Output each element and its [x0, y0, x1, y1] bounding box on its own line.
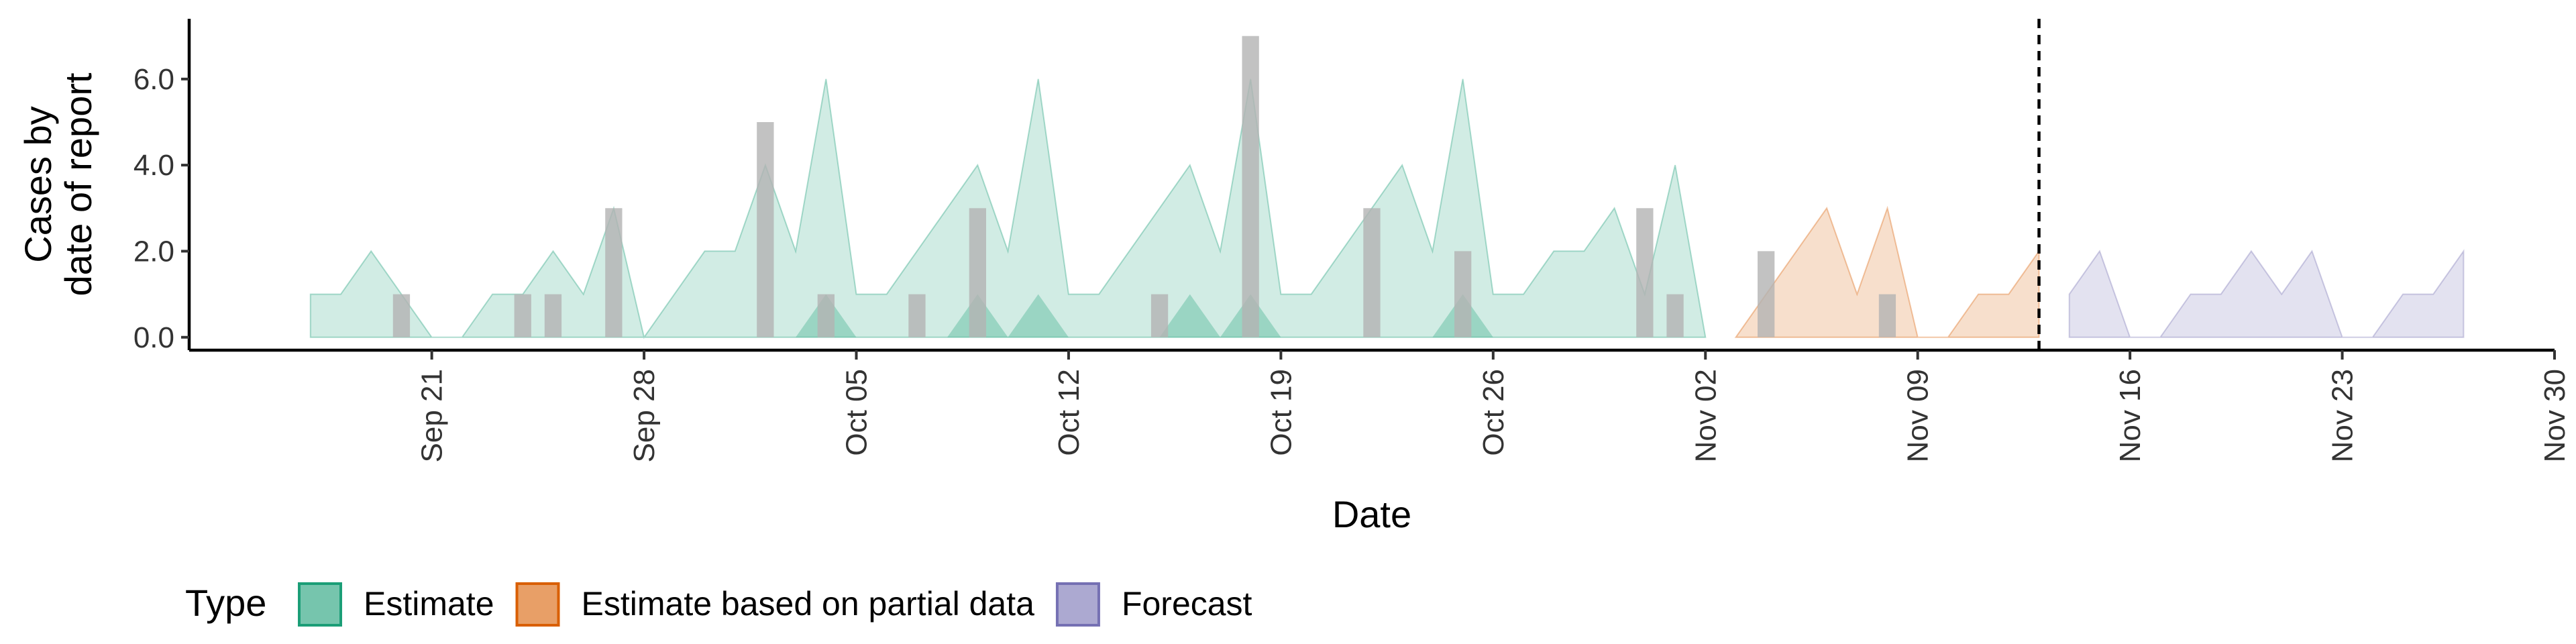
y-axis-title-line: date of report	[57, 72, 99, 297]
observed-bar	[1454, 251, 1472, 337]
x-axis-title: Date	[1332, 493, 1411, 535]
observed-bar	[1878, 294, 1896, 337]
forecast-area	[2068, 249, 2465, 338]
observed-bar	[969, 208, 986, 337]
observed-bar	[1242, 36, 1259, 337]
observed-bar	[1758, 251, 1775, 337]
x-tick-label: Oct 05	[841, 369, 873, 456]
y-tick-label: 4.0	[133, 149, 174, 182]
observed-bar	[1636, 208, 1654, 337]
legend-key-estimate-based-on-partial-data	[515, 582, 560, 627]
observed-bar	[605, 208, 623, 337]
x-tick-label: Nov 09	[1902, 369, 1935, 462]
observed-bar	[1363, 208, 1381, 337]
observed-bar	[544, 294, 562, 337]
observed-bar	[392, 294, 411, 337]
legend: Type Estimate Estimate based on partial da…	[185, 582, 1252, 627]
observed-bar	[757, 122, 774, 337]
x-tick-labels: Sep 21 Sep 28 Oct 05 Oct 12 Oct 19 Oct 26 Nov …	[416, 369, 2571, 462]
x-tick-label: Oct 19	[1265, 369, 1297, 456]
y-axis-title-line: Cases by	[17, 106, 59, 262]
legend-label-estimate-based-on-partial-data: Estimate based on partial data	[582, 585, 1035, 623]
y-tick-label: 0.0	[133, 321, 174, 354]
x-tick-label: Oct 26	[1477, 369, 1510, 456]
area-layer	[309, 78, 2465, 339]
x-tick-label: Sep 28	[628, 369, 661, 462]
observed-bar	[1666, 294, 1684, 337]
y-tick-labels: 0.0 2.0 4.0 6.0	[133, 63, 174, 354]
legend-label-estimate: Estimate	[364, 585, 494, 623]
x-tick-label: Nov 23	[2326, 369, 2359, 462]
legend-key-estimate	[298, 582, 342, 627]
y-tick-label: 6.0	[133, 63, 174, 96]
legend-key-forecast	[1055, 582, 1100, 627]
observed-bar	[817, 294, 835, 337]
x-tick-label: Sep 21	[416, 369, 449, 462]
observed-bar	[908, 294, 926, 337]
observed-bar	[1150, 294, 1169, 337]
y-tick-label: 2.0	[133, 235, 174, 268]
legend-label-forecast: Forecast	[1122, 585, 1252, 623]
x-tick-label: Oct 12	[1053, 369, 1085, 456]
x-tick-label: Nov 30	[2538, 369, 2571, 462]
legend-title: Type	[185, 582, 266, 624]
axes	[181, 19, 2556, 360]
x-tick-label: Nov 02	[1689, 369, 1722, 462]
x-tick-label: Nov 16	[2114, 369, 2147, 462]
observed-bars-layer	[392, 36, 1896, 337]
observed-bar	[514, 294, 531, 337]
